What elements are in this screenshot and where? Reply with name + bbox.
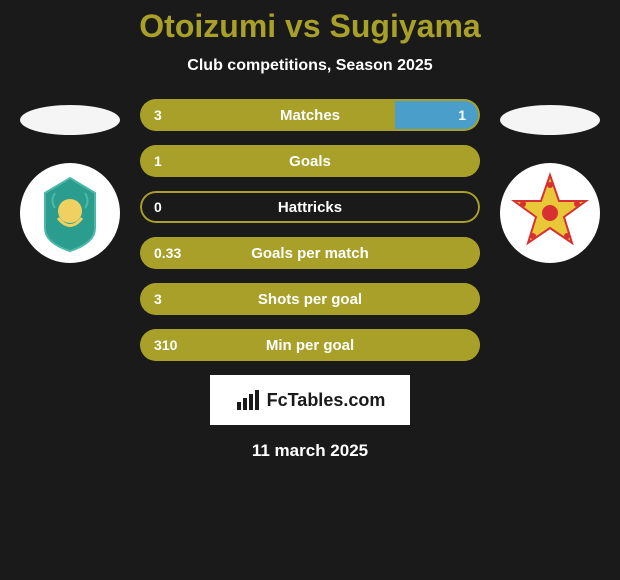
stat-value-left: 3 xyxy=(154,291,162,307)
stat-row: 0.33 Goals per match xyxy=(140,237,480,269)
stats-column: 3 Matches 1 1 Goals 0 Hattricks 0.33 Goals per m… xyxy=(140,99,480,361)
stat-row: 3 Matches 1 xyxy=(140,99,480,131)
content-row: 3 Matches 1 1 Goals 0 Hattricks 0.33 Goals per m… xyxy=(0,99,620,361)
stat-label: Matches xyxy=(280,107,340,124)
player-left-column xyxy=(10,99,130,263)
stat-label: Shots per goal xyxy=(258,291,362,308)
stat-bar-left xyxy=(140,99,395,131)
stat-label: Min per goal xyxy=(266,337,354,354)
date-text: 11 march 2025 xyxy=(0,441,620,461)
stat-label: Hattricks xyxy=(278,199,342,216)
club-badge-left-icon xyxy=(20,163,120,263)
stat-row: 0 Hattricks xyxy=(140,191,480,223)
chart-icon xyxy=(235,388,263,412)
stat-value-left: 310 xyxy=(154,337,177,353)
stat-value-left: 1 xyxy=(154,153,162,169)
stat-row: 310 Min per goal xyxy=(140,329,480,361)
stat-row: 1 Goals xyxy=(140,145,480,177)
comparison-card: Otoizumi vs Sugiyama Club competitions, … xyxy=(0,0,620,461)
club-badge-left xyxy=(20,163,120,263)
footer-brand-logo: FcTables.com xyxy=(210,375,410,425)
stat-value-left: 0 xyxy=(154,199,162,215)
player-left-silhouette xyxy=(20,105,120,135)
player-right-column xyxy=(490,99,610,263)
stat-row: 3 Shots per goal xyxy=(140,283,480,315)
club-badge-right-icon xyxy=(500,163,600,263)
stat-label: Goals per match xyxy=(251,245,369,262)
stat-value-left: 3 xyxy=(154,107,162,123)
stat-value-right: 1 xyxy=(458,107,466,123)
stat-label: Goals xyxy=(289,153,331,170)
stat-bar-right xyxy=(395,99,480,131)
stat-value-left: 0.33 xyxy=(154,245,181,261)
footer-brand-text: FcTables.com xyxy=(267,390,386,411)
player-right-silhouette xyxy=(500,105,600,135)
club-badge-right xyxy=(500,163,600,263)
page-title: Otoizumi vs Sugiyama xyxy=(0,8,620,45)
subtitle: Club competitions, Season 2025 xyxy=(0,57,620,75)
